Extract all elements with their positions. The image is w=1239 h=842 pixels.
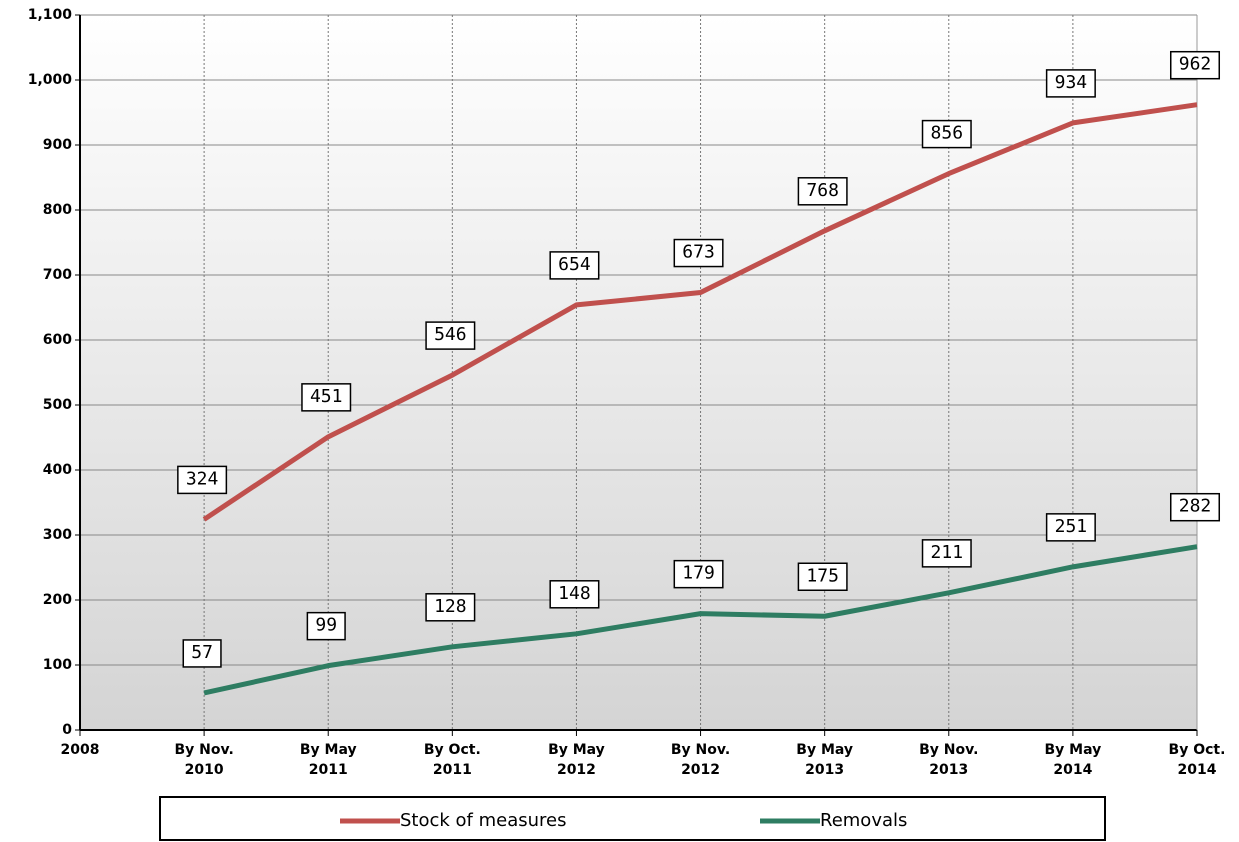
data-label: 546 (425, 321, 476, 350)
data-label-text: 962 (1179, 54, 1212, 75)
x-tick-label: By May 2014 (1045, 742, 1102, 778)
data-label: 148 (549, 580, 600, 609)
data-label: 856 (921, 119, 972, 149)
data-label-text: 148 (558, 583, 591, 604)
data-label: 128 (425, 593, 476, 622)
y-tick-label: 300 (43, 527, 72, 543)
data-label-box (177, 465, 228, 495)
data-label-box (425, 593, 476, 622)
y-tick-label: 900 (43, 137, 72, 153)
data-label: 57 (182, 639, 222, 668)
data-label: 282 (1169, 492, 1221, 522)
legend-label: Stock of measures (400, 810, 567, 831)
data-label-text: 324 (186, 468, 219, 489)
data-label: 251 (1045, 513, 1096, 542)
data-label-box (1169, 50, 1221, 80)
x-tick-label: By Oct. 2011 (424, 742, 481, 778)
legend-box (159, 796, 1106, 841)
data-label: 934 (1045, 69, 1096, 98)
data-label-text: 179 (682, 563, 715, 584)
data-label: 768 (797, 177, 848, 206)
data-label: 962 (1169, 50, 1221, 80)
y-tick-label: 600 (43, 332, 72, 348)
series-line (202, 102, 1198, 522)
data-label: 211 (921, 539, 972, 568)
y-tick-label: 200 (43, 592, 72, 608)
data-label-text: 673 (682, 242, 715, 263)
data-label-text: 57 (191, 642, 213, 663)
y-tick-label: 1,100 (28, 7, 73, 23)
data-label-text: 175 (806, 565, 839, 586)
data-label-text: 99 (315, 615, 337, 636)
data-label-box (673, 238, 724, 268)
x-tick-label: By May 2012 (548, 742, 605, 778)
data-label: 324 (177, 465, 228, 495)
y-tick-label: 400 (43, 462, 72, 478)
y-tick-label: 100 (43, 657, 72, 673)
plot-area (80, 15, 1197, 730)
data-label-box (921, 119, 972, 149)
y-tick-label: 700 (43, 267, 72, 283)
data-label-text: 282 (1179, 496, 1212, 517)
data-label-box (797, 177, 848, 206)
x-tick-label: By Nov. 2010 (174, 742, 233, 778)
x-tick-label: By Nov. 2012 (671, 742, 730, 778)
x-tick-label: 2008 (61, 742, 100, 758)
data-label: 451 (301, 383, 352, 412)
legend-label: Removals (820, 810, 907, 831)
x-tick-label: By May 2011 (300, 742, 357, 778)
data-label-box (549, 580, 600, 609)
data-label-box (921, 539, 972, 568)
data-label-box (1169, 492, 1221, 522)
data-label-box (301, 383, 352, 412)
data-label: 654 (549, 251, 600, 280)
x-tick-label: By Oct. 2014 (1169, 742, 1226, 778)
data-label-box (182, 639, 222, 668)
data-label-box (1045, 513, 1096, 542)
data-label-text: 451 (310, 386, 343, 407)
data-label-text: 128 (434, 596, 467, 617)
y-tick-label: 0 (62, 722, 72, 738)
x-tick-label: By May 2013 (796, 742, 853, 778)
x-tick-label: By Nov. 2013 (919, 742, 978, 778)
data-label: 673 (673, 238, 724, 268)
data-label: 175 (797, 562, 848, 591)
data-label-box (549, 251, 600, 280)
data-label-text: 934 (1055, 72, 1088, 93)
data-label-text: 856 (931, 123, 964, 144)
data-label-text: 546 (434, 324, 467, 345)
data-label-box (425, 321, 476, 350)
data-label-box (306, 611, 346, 641)
data-label-text: 768 (806, 180, 839, 201)
y-tick-label: 1,000 (28, 72, 73, 88)
y-tick-label: 500 (43, 397, 72, 413)
data-label-text: 654 (558, 254, 591, 275)
y-tick-label: 800 (43, 202, 72, 218)
data-label-text: 211 (931, 542, 964, 563)
series-line (203, 544, 1198, 696)
data-label: 179 (673, 559, 724, 589)
data-label-box (1045, 69, 1096, 98)
data-label: 99 (306, 611, 346, 641)
data-label-text: 251 (1055, 516, 1088, 537)
data-label-box (797, 562, 848, 591)
data-label-box (673, 559, 724, 589)
